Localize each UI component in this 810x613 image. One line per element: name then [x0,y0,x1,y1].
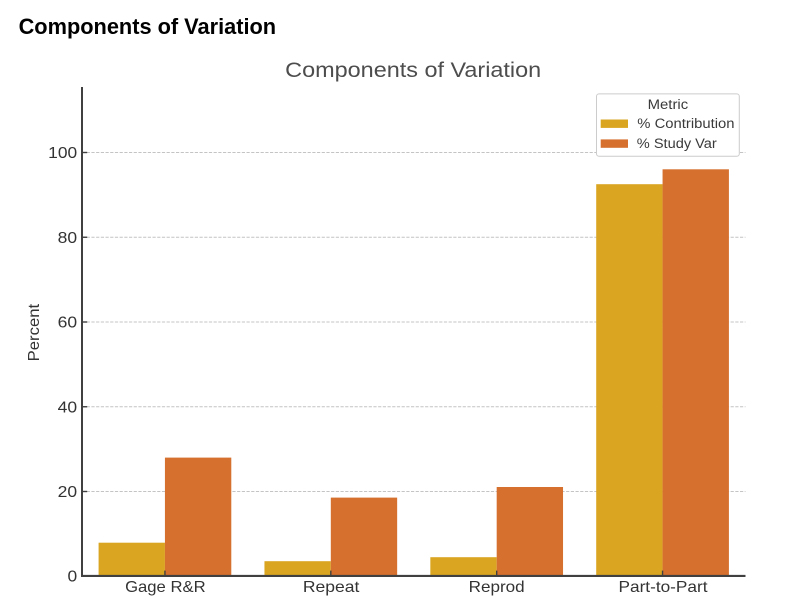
svg-text:Part-to-Part: Part-to-Part [619,579,709,596]
svg-text:Metric: Metric [648,97,689,112]
svg-text:% Study Var: % Study Var [637,136,718,151]
svg-text:Percent: Percent [26,303,43,361]
svg-text:40: 40 [58,399,78,416]
svg-text:Repeat: Repeat [303,579,360,596]
svg-text:Gage R&R: Gage R&R [125,579,206,596]
svg-text:0: 0 [68,569,78,586]
svg-text:% Contribution: % Contribution [637,116,734,131]
svg-text:Components of Variation: Components of Variation [19,14,277,39]
svg-text:80: 80 [58,230,78,247]
svg-text:20: 20 [58,484,78,501]
svg-text:Components of Variation: Components of Variation [285,58,541,82]
svg-text:Reprod: Reprod [469,579,525,596]
svg-text:100: 100 [48,145,77,162]
svg-text:60: 60 [58,315,78,332]
